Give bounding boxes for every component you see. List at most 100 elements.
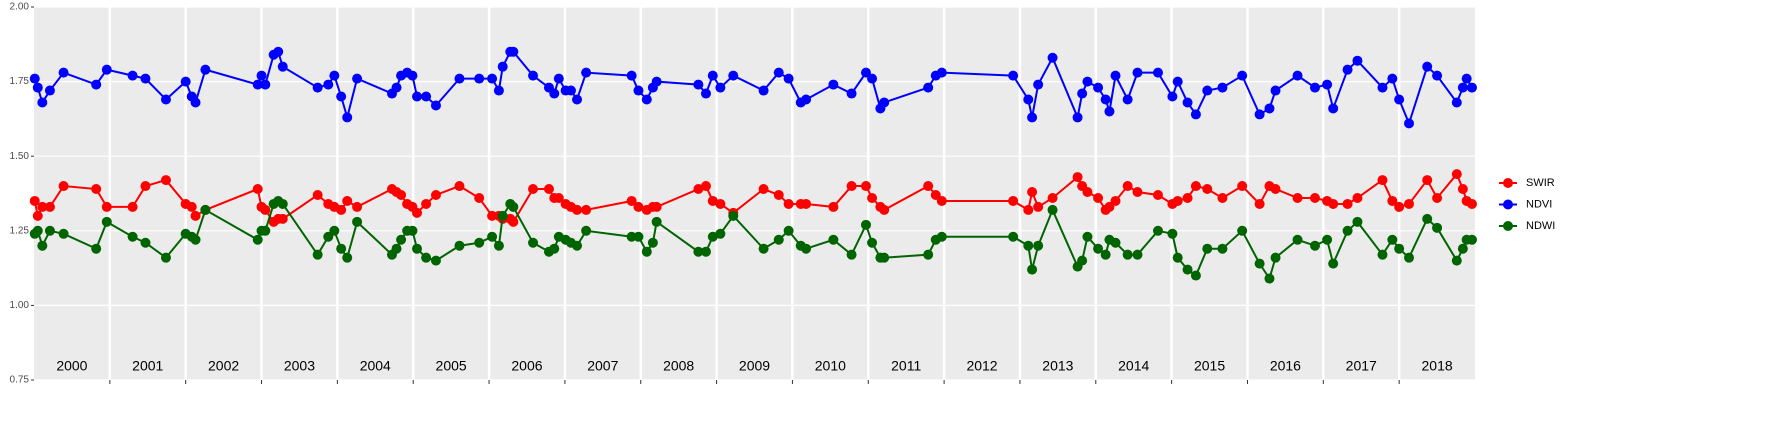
data-point (1077, 88, 1088, 99)
year-label: 2012 (966, 358, 997, 374)
data-point (190, 234, 201, 245)
data-point (1432, 70, 1443, 81)
data-point (140, 73, 151, 84)
data-point (336, 204, 347, 215)
data-point (260, 204, 271, 215)
y-tick-label: 2.00 (10, 2, 30, 13)
data-point (1033, 240, 1044, 251)
legend-marker (1503, 199, 1513, 210)
year-label: 2014 (1118, 358, 1149, 374)
data-point (828, 79, 839, 90)
data-point (1342, 64, 1353, 75)
legend-label: NDVI (1526, 198, 1552, 210)
data-point (879, 204, 890, 215)
y-tick-label: 0.75 (10, 375, 30, 386)
data-point (572, 204, 583, 215)
data-point (1432, 222, 1443, 233)
data-point (37, 97, 48, 108)
year-label: 2018 (1422, 358, 1453, 374)
data-point (1377, 175, 1388, 186)
data-point (1190, 181, 1201, 192)
data-point (101, 216, 112, 227)
data-point (758, 243, 769, 254)
year-label: 2008 (663, 358, 694, 374)
data-point (329, 70, 340, 81)
data-point (641, 94, 652, 105)
data-point (497, 61, 508, 72)
data-point (407, 225, 418, 236)
data-point (1167, 228, 1178, 239)
data-point (1110, 70, 1121, 81)
data-point (783, 198, 794, 209)
data-point (336, 91, 347, 102)
data-point (140, 181, 151, 192)
data-point (1008, 70, 1019, 81)
data-point (1328, 198, 1339, 209)
data-point (728, 210, 739, 221)
data-point (186, 201, 197, 212)
data-point (430, 189, 441, 200)
data-point (707, 70, 718, 81)
data-point (412, 207, 423, 218)
data-point (312, 249, 323, 260)
year-label: 2016 (1270, 358, 1301, 374)
data-point (1082, 187, 1093, 198)
data-point (1422, 213, 1433, 224)
data-point (1033, 79, 1044, 90)
data-point (273, 46, 284, 57)
data-point (342, 252, 353, 263)
data-point (715, 198, 726, 209)
data-point (44, 201, 55, 212)
data-point (487, 73, 498, 84)
data-point (430, 100, 441, 111)
data-point (879, 252, 890, 263)
data-point (1172, 76, 1183, 87)
data-point (101, 64, 112, 75)
year-label: 2002 (208, 358, 239, 374)
data-point (37, 201, 48, 212)
legend-label: NDWI (1526, 220, 1555, 232)
data-point (846, 181, 857, 192)
data-point (493, 240, 504, 251)
data-point (1457, 243, 1468, 254)
data-point (1264, 103, 1275, 114)
data-point (693, 79, 704, 90)
data-point (474, 237, 485, 248)
data-point (700, 88, 711, 99)
data-point (715, 228, 726, 239)
data-point (1172, 252, 1183, 263)
y-tick-label: 1.00 (10, 300, 30, 311)
data-point (29, 73, 40, 84)
data-point (936, 195, 947, 206)
data-point (1387, 73, 1398, 84)
data-point (1132, 67, 1143, 78)
data-point (421, 198, 432, 209)
data-point (1047, 192, 1058, 203)
year-label: 2015 (1194, 358, 1225, 374)
data-point (396, 189, 407, 200)
data-point (312, 82, 323, 93)
data-point (923, 249, 934, 260)
data-point (1027, 264, 1038, 275)
data-point (407, 70, 418, 81)
data-point (1008, 195, 1019, 206)
data-point (860, 219, 871, 230)
data-point (312, 189, 323, 200)
data-point (867, 237, 878, 248)
data-point (1432, 192, 1443, 203)
data-point (1122, 181, 1133, 192)
data-point (391, 82, 402, 93)
data-point (127, 231, 138, 242)
data-point (633, 231, 644, 242)
data-point (1352, 216, 1363, 227)
data-point (633, 201, 644, 212)
data-point (549, 243, 560, 254)
data-point (846, 249, 857, 260)
data-point (1122, 94, 1133, 105)
data-point (1352, 192, 1363, 203)
data-point (1008, 231, 1019, 242)
data-point (923, 181, 934, 192)
data-point (846, 88, 857, 99)
plot-panel (34, 7, 1475, 380)
data-point (1451, 97, 1462, 108)
